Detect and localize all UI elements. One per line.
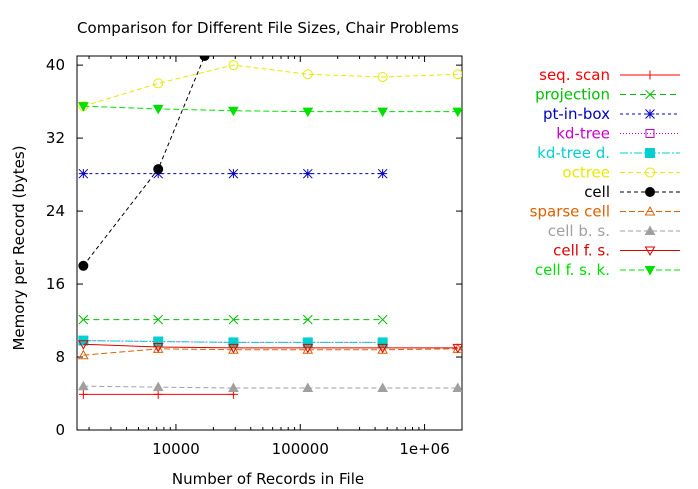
series-line [83, 64, 458, 107]
data-point [645, 129, 655, 138]
data-point [78, 102, 89, 112]
data-point [152, 381, 164, 392]
data-point [78, 260, 89, 271]
data-point [153, 78, 164, 89]
legend-label: kd-tree [556, 125, 610, 143]
data-point [153, 389, 163, 399]
series-6 [78, 56, 210, 271]
data-point [228, 106, 239, 117]
series-0 [78, 389, 238, 399]
series-line [83, 348, 458, 356]
legend-label: octree [562, 164, 610, 182]
data-point [645, 148, 655, 158]
series-layer [78, 56, 462, 399]
data-point [644, 266, 656, 276]
series-8 [78, 380, 462, 393]
y-tick-label: 24 [46, 202, 65, 220]
data-point [153, 336, 164, 347]
data-point [377, 168, 388, 179]
data-point [645, 89, 655, 100]
legend-label: projection [535, 86, 610, 104]
data-point [78, 168, 89, 179]
data-point [644, 225, 656, 235]
data-point [78, 314, 89, 325]
data-point [645, 70, 655, 80]
data-point [153, 164, 164, 175]
plot-border [76, 55, 463, 431]
data-point [377, 343, 389, 354]
y-tick-label: 16 [46, 275, 65, 293]
legend-label: cell b. s. [548, 222, 610, 240]
legend-label: pt-in-box [543, 105, 610, 123]
series-line [82, 56, 206, 267]
data-point [377, 314, 388, 325]
series-line [83, 385, 458, 389]
data-point [78, 380, 89, 391]
data-point [302, 343, 314, 354]
data-point [452, 382, 462, 393]
y-axis-label: Memory per Record (bytes) [10, 145, 28, 350]
data-point [644, 205, 656, 216]
data-point [228, 314, 239, 325]
legend-label: sparse cell [530, 203, 610, 221]
data-point [452, 69, 462, 80]
x-tick-label: 10000 [152, 440, 200, 458]
plot-area [76, 55, 463, 431]
data-point [302, 382, 314, 393]
x-tick-label: 1e+06 [399, 440, 449, 458]
series-line [83, 343, 458, 349]
data-point [78, 340, 89, 350]
data-point [644, 246, 656, 257]
data-point [377, 337, 388, 348]
data-point [228, 382, 239, 393]
data-point [302, 107, 314, 118]
series-1 [78, 314, 388, 325]
data-point [228, 168, 239, 179]
y-tick-label: 8 [55, 348, 65, 366]
data-point [645, 167, 655, 178]
legend-label: kd-tree d. [537, 144, 610, 162]
data-point [645, 187, 655, 197]
series-10 [78, 102, 462, 118]
data-point [78, 389, 88, 399]
x-tick-label: 100000 [272, 440, 329, 458]
y-tick-label: 40 [46, 56, 65, 74]
data-point [377, 71, 388, 82]
data-point [302, 168, 313, 179]
legend-label: cell f. s. [553, 242, 610, 260]
data-point [152, 342, 164, 353]
y-tick-label: 0 [55, 421, 65, 439]
x-axis-label: Number of Records in File [172, 470, 364, 488]
series-9 [78, 340, 462, 354]
data-point [153, 314, 164, 325]
data-point [302, 337, 313, 348]
data-point [228, 343, 239, 354]
data-point [377, 382, 389, 393]
data-point [152, 104, 164, 115]
series-2 [78, 168, 388, 179]
chart-title: Comparison for Different File Sizes, Cha… [77, 19, 459, 37]
data-point [377, 107, 389, 118]
series-line [83, 105, 458, 113]
series-5 [78, 60, 462, 112]
data-point [228, 337, 239, 348]
data-point [78, 349, 89, 360]
data-point [302, 314, 313, 325]
data-point [228, 60, 239, 71]
legend-label: seq. scan [539, 66, 610, 84]
legend-label: cell f. s. k. [535, 261, 610, 279]
y-tick-label: 32 [46, 129, 65, 147]
data-point [452, 343, 462, 354]
axis-ticks: 0 8 16 24 32 40 10000 100000 1e+06 [46, 56, 463, 458]
data-point [302, 69, 313, 80]
data-point [452, 107, 462, 118]
data-point [645, 109, 655, 119]
legend-label: cell [584, 183, 610, 201]
data-point [199, 56, 210, 61]
